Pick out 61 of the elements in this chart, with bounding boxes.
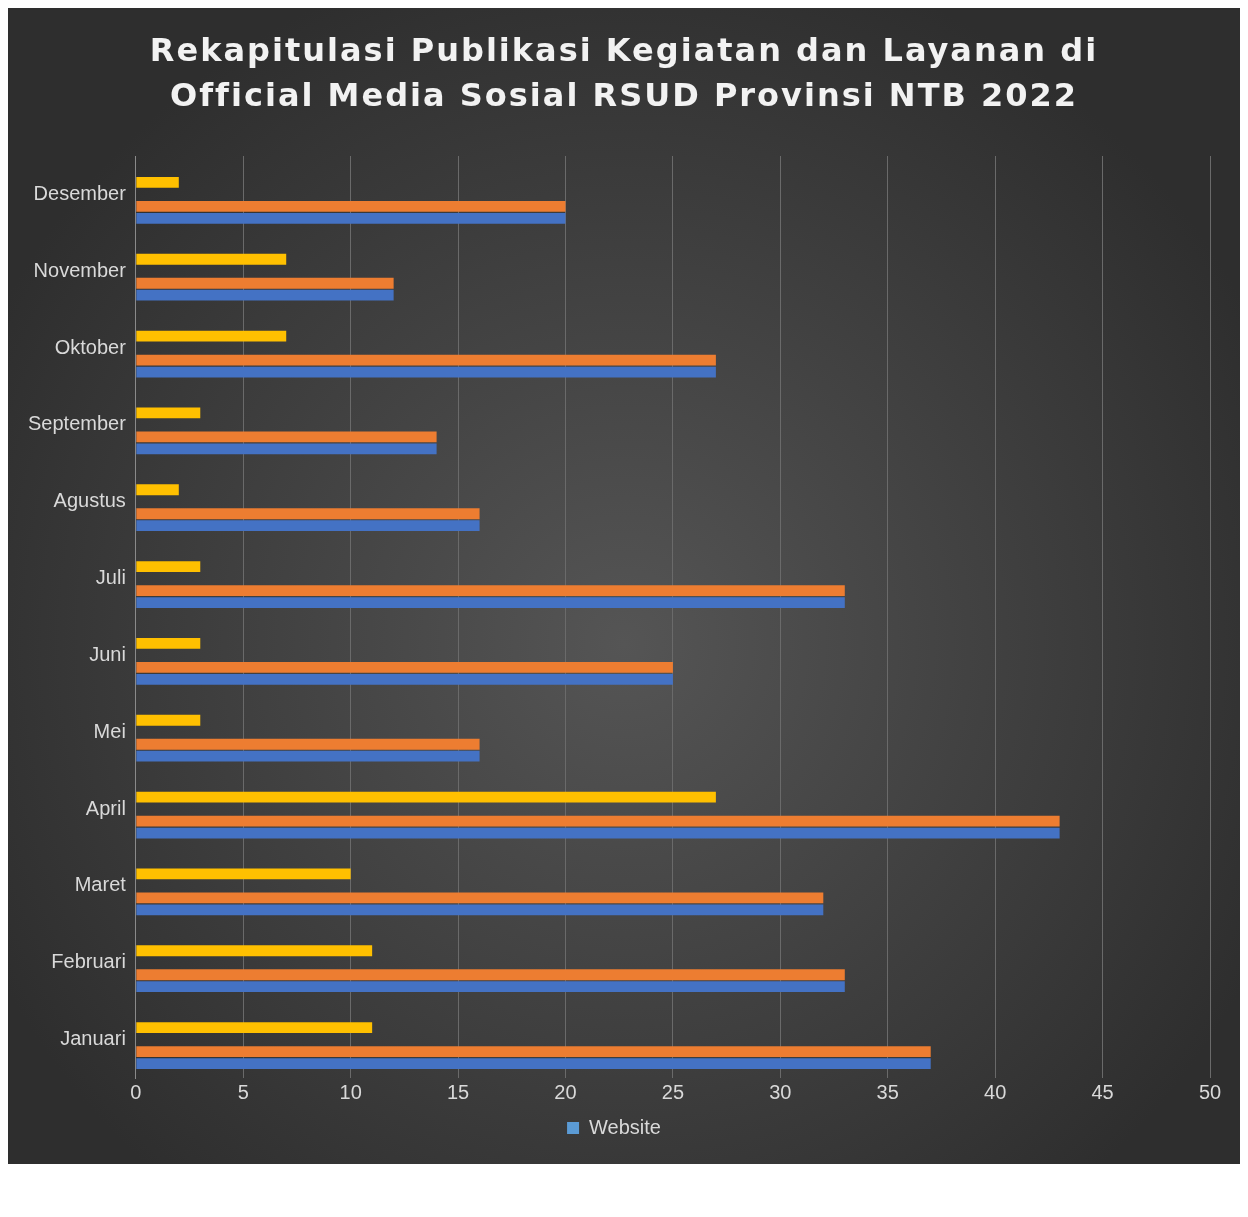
- y-tick-label: Maret: [74, 873, 127, 896]
- bar: [136, 750, 480, 762]
- x-tick-label: 15: [446, 1080, 470, 1103]
- x-tick-label: 30: [769, 1080, 792, 1103]
- y-tick-label: April: [85, 796, 126, 819]
- bar: [136, 714, 201, 726]
- bar: [136, 637, 201, 649]
- bar: [136, 354, 716, 366]
- bar: [136, 1057, 931, 1069]
- y-tick-label: Oktober: [54, 335, 127, 358]
- bar: [136, 904, 824, 915]
- y-tick-label: September: [27, 412, 127, 435]
- bar: [136, 673, 673, 685]
- x-tick-label: 40: [984, 1080, 1007, 1103]
- bar: [136, 980, 845, 992]
- y-tick-label: Mei: [93, 719, 126, 742]
- x-tick-label: 5: [237, 1080, 249, 1103]
- x-tick-label: 25: [661, 1080, 685, 1103]
- bar: [136, 366, 716, 378]
- y-tick-label: Agustus: [53, 488, 126, 511]
- x-tick-label: 45: [1091, 1080, 1114, 1103]
- bar: [136, 289, 394, 301]
- x-tick-label: 0: [130, 1080, 142, 1103]
- chart-title: Rekapitulasi Publikasi Kegiatan dan Layanan di Official Media Sosial RSUD Provinsi NTB 2022: [148, 30, 1100, 116]
- bar: [136, 200, 566, 212]
- bar: [136, 431, 437, 442]
- x-tick-label: 35: [876, 1080, 899, 1103]
- bar: [136, 868, 351, 879]
- bar: [136, 212, 566, 224]
- bar: [136, 968, 845, 980]
- bar: [136, 815, 1060, 827]
- bar: [136, 176, 179, 188]
- x-tick-label: 10: [339, 1080, 362, 1103]
- bar: [136, 596, 845, 608]
- bar: [136, 560, 201, 572]
- bar: [136, 791, 716, 803]
- legend-label: Website: [589, 1115, 661, 1138]
- y-tick-label: November: [33, 258, 127, 281]
- y-tick-label: Januari: [60, 1026, 126, 1049]
- bar: [136, 661, 673, 673]
- bar: [136, 892, 824, 903]
- y-tick-label: Juni: [89, 642, 126, 665]
- bar: [136, 330, 287, 342]
- y-tick-label: Februari: [51, 949, 126, 972]
- bar: [136, 253, 287, 265]
- x-tick-label: 50: [1198, 1080, 1222, 1103]
- x-tick-label: 20: [554, 1080, 577, 1103]
- bar: [136, 944, 373, 956]
- bar: [136, 827, 1060, 839]
- bar: [136, 1045, 931, 1057]
- bar: [136, 507, 480, 519]
- bar: [136, 443, 437, 454]
- y-tick-label: Juli: [95, 565, 126, 588]
- y-tick-label: Desember: [33, 181, 127, 204]
- bar: [136, 738, 480, 750]
- bar: [136, 277, 394, 289]
- bar: [136, 483, 179, 495]
- bar: [136, 519, 480, 531]
- bar: [136, 1021, 373, 1033]
- bar: [136, 584, 845, 596]
- bar: [136, 407, 201, 418]
